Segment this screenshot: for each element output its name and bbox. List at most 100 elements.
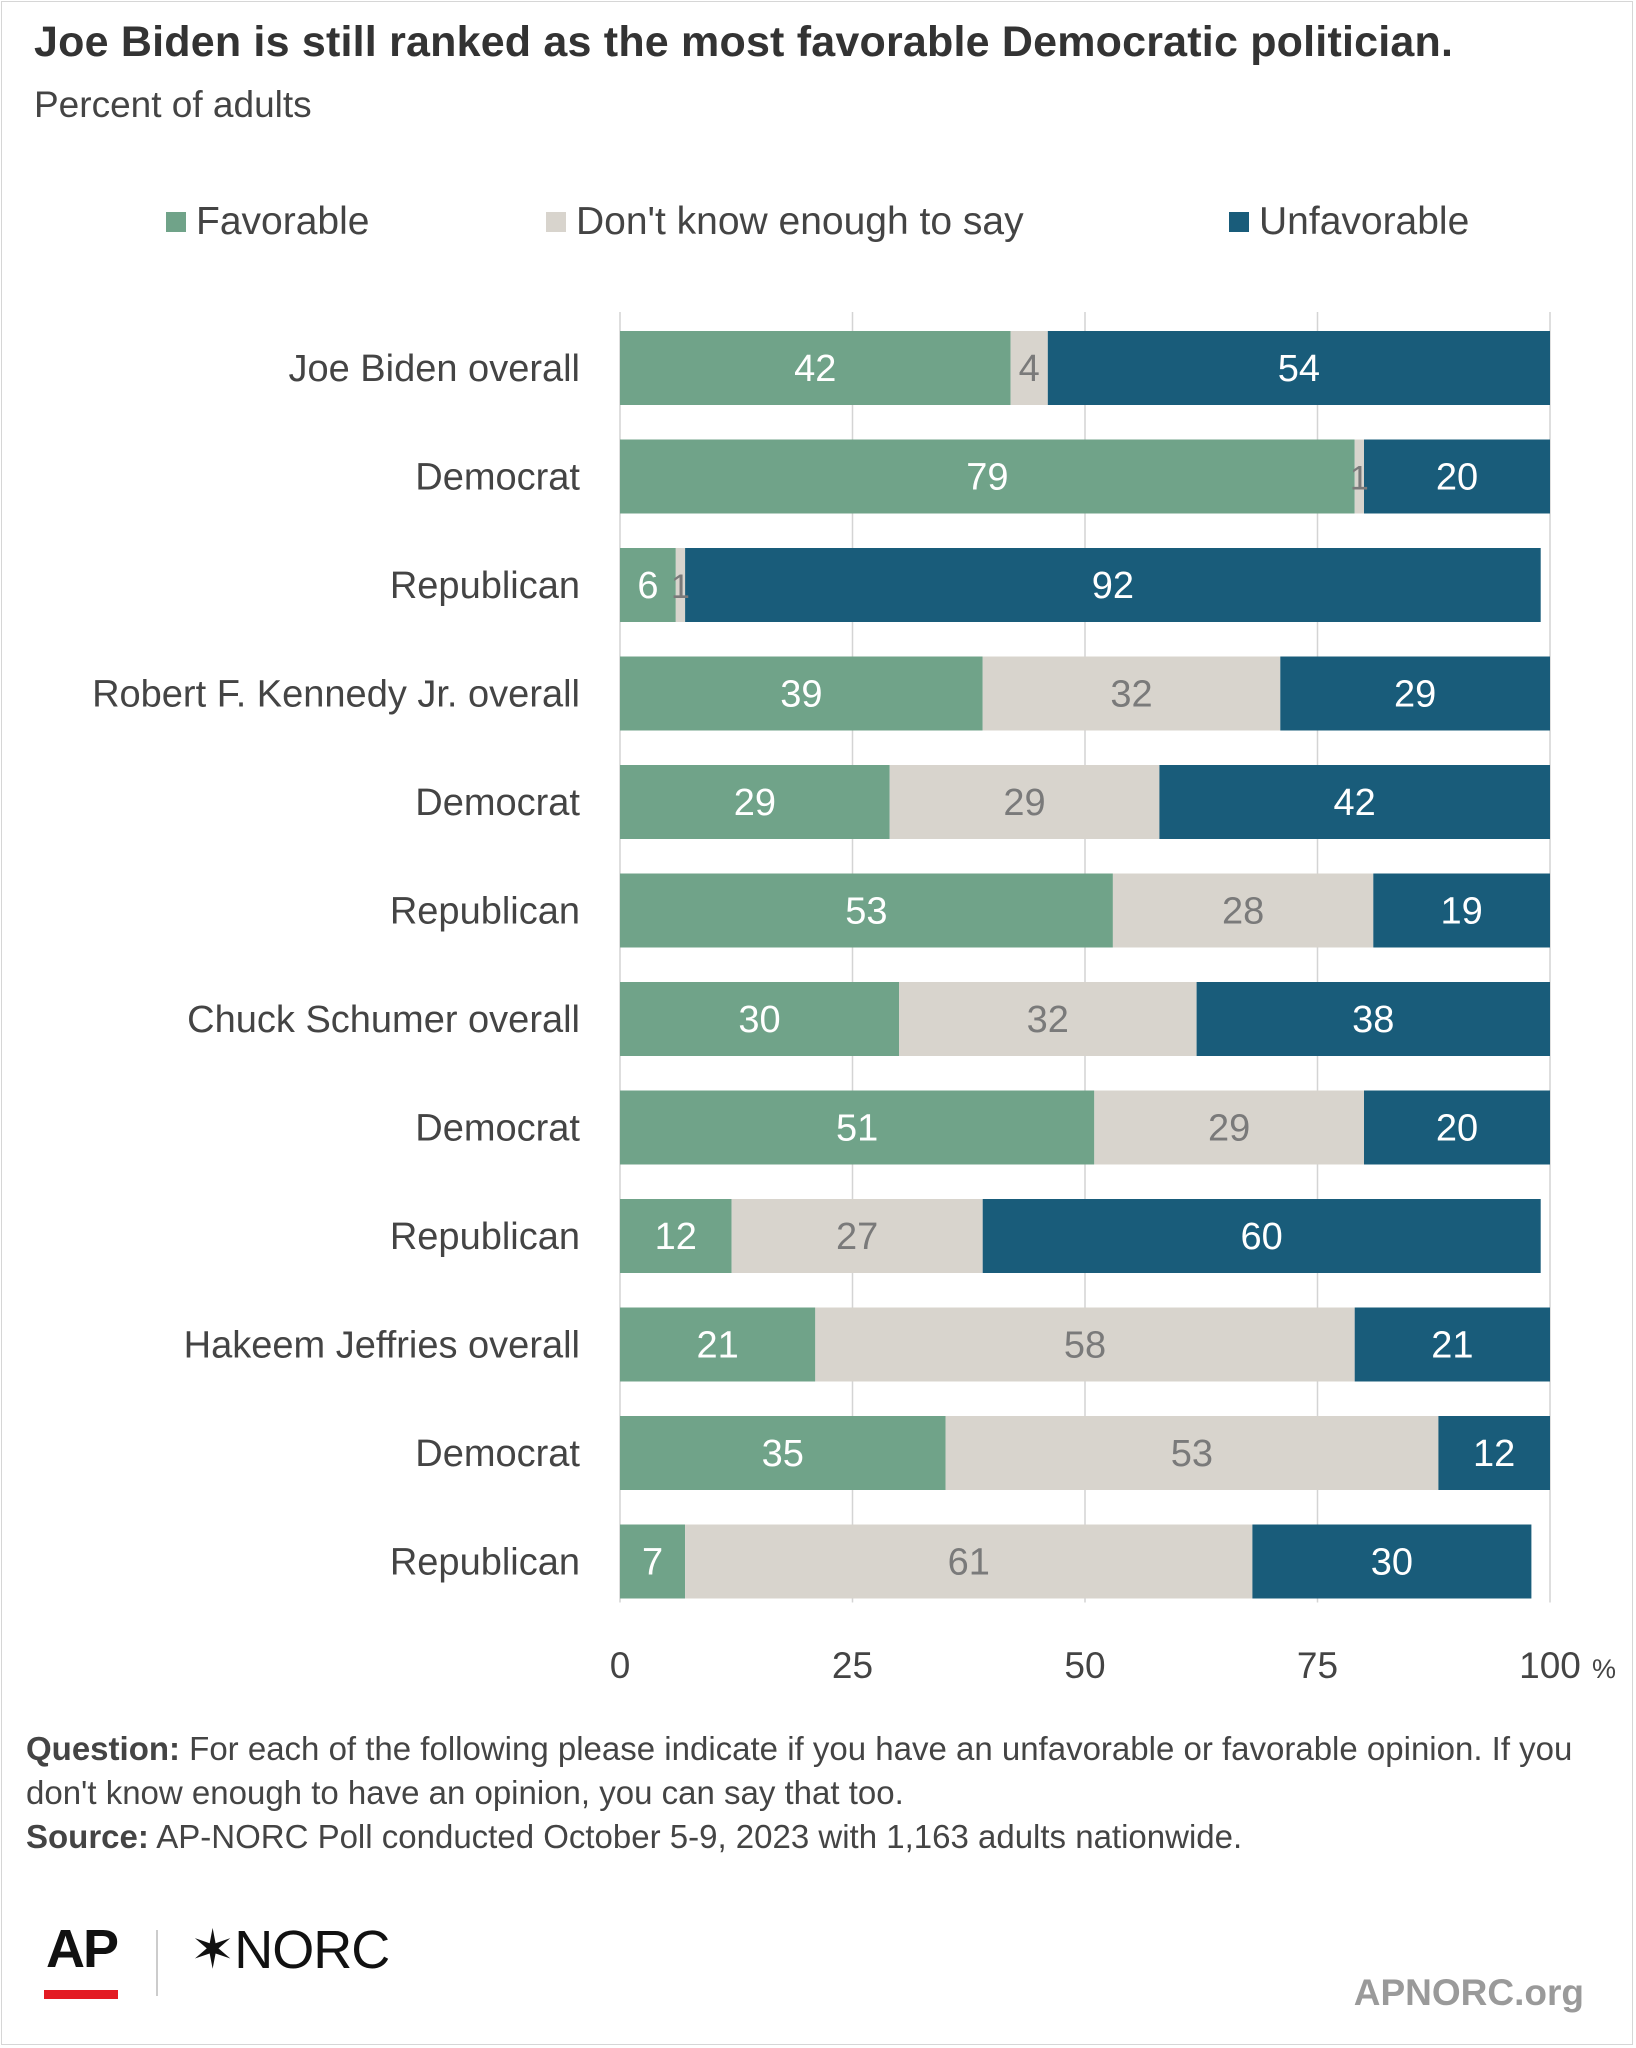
- data-label-unfavorable: 92: [1092, 565, 1134, 607]
- bar-favorable: [620, 982, 899, 1056]
- data-label-unfavorable: 19: [1441, 891, 1483, 933]
- site-url: APNORC.org: [1353, 1972, 1584, 2013]
- data-label-unfavorable: 29: [1394, 674, 1436, 716]
- data-label-unfavorable: 38: [1352, 999, 1394, 1041]
- category-label: Joe Biden overall: [288, 348, 580, 390]
- data-label-dont-know: 27: [836, 1216, 878, 1258]
- category-label: Democrat: [415, 1433, 580, 1475]
- data-label-favorable: 12: [655, 1216, 697, 1258]
- logo-divider: [156, 1930, 158, 1996]
- bar-unfavorable: [1373, 873, 1550, 948]
- category-label: Democrat: [415, 457, 580, 499]
- data-label-dont-know: 1: [1350, 460, 1369, 498]
- category-label: Republican: [390, 1216, 580, 1258]
- bar-unfavorable: [1159, 765, 1550, 839]
- category-label: Hakeem Jeffries overall: [184, 1325, 580, 1367]
- data-label-dont-know: 53: [1171, 1433, 1213, 1475]
- legend-label-dont-know: Don't know enough to say: [576, 200, 1024, 243]
- bar-dont-know: [685, 1524, 1253, 1599]
- chart-title: Joe Biden is still ranked as the most fa…: [34, 18, 1454, 66]
- x-tick-label: 25: [832, 1645, 873, 1686]
- question-label: Question:: [26, 1730, 180, 1767]
- data-label-dont-know: 32: [1027, 999, 1069, 1041]
- x-tick-label: 50: [1064, 1645, 1105, 1686]
- bar-unfavorable: [1252, 1524, 1532, 1599]
- chart-notes: Question: For each of the following plea…: [26, 1727, 1586, 1859]
- data-label-dont-know: 29: [1003, 782, 1045, 824]
- data-label-favorable: 53: [845, 891, 887, 933]
- data-label-unfavorable: 60: [1241, 1216, 1283, 1258]
- bar-favorable: [620, 1090, 1095, 1165]
- data-label-favorable: 6: [637, 565, 658, 607]
- bar-unfavorable: [1280, 656, 1550, 731]
- category-label: Democrat: [415, 1108, 580, 1150]
- bar-favorable: [620, 548, 676, 622]
- legend-label-unfavorable: Unfavorable: [1259, 200, 1470, 243]
- data-label-dont-know: 28: [1222, 891, 1264, 933]
- category-label: Robert F. Kennedy Jr. overall: [92, 674, 580, 716]
- legend-item-unfavorable: Unfavorable: [1229, 200, 1469, 244]
- bar-favorable: [620, 331, 1011, 405]
- data-label-favorable: 35: [762, 1433, 804, 1475]
- data-label-unfavorable: 21: [1431, 1325, 1473, 1367]
- bar-favorable: [620, 873, 1113, 948]
- bar-dont-know: [982, 656, 1281, 731]
- data-label-favorable: 21: [697, 1325, 739, 1367]
- bar-favorable: [620, 1416, 946, 1490]
- data-label-unfavorable: 20: [1436, 1108, 1478, 1150]
- legend-item-favorable: Favorable: [166, 200, 369, 244]
- bar-unfavorable: [1196, 982, 1550, 1056]
- category-label: Republican: [390, 565, 580, 607]
- bar-dont-know: [945, 1416, 1439, 1490]
- bar-favorable: [620, 1199, 732, 1273]
- data-label-unfavorable: 20: [1436, 457, 1478, 499]
- data-label-unfavorable: 54: [1278, 348, 1320, 390]
- data-label-dont-know: 32: [1110, 674, 1152, 716]
- category-label: Democrat: [415, 782, 580, 824]
- x-tick-label: 0: [610, 1645, 631, 1686]
- bar-dont-know: [675, 548, 686, 622]
- stacked-bar-chart: 0 25 50 75 100 % Joe Biden overall 42 4 54 Democra…: [92, 312, 1616, 1686]
- bar-favorable: [620, 765, 890, 839]
- bar-dont-know: [899, 982, 1197, 1056]
- x-tick-label: 100: [1519, 1645, 1581, 1686]
- bar-dont-know: [1354, 439, 1364, 514]
- data-label-favorable: 29: [734, 782, 776, 824]
- ap-logo-underline: [44, 1990, 118, 1999]
- bar-unfavorable: [1438, 1416, 1550, 1490]
- data-label-favorable: 7: [642, 1542, 663, 1584]
- bar-favorable: [620, 656, 983, 731]
- norc-logo: ✶NORC: [190, 1920, 390, 1980]
- bar-dont-know: [889, 765, 1160, 839]
- bar-unfavorable: [982, 1199, 1541, 1273]
- data-label-dont-know: 1: [671, 568, 690, 606]
- legend-swatch-unfavorable: [1229, 212, 1249, 232]
- bar-unfavorable: [1354, 1307, 1550, 1382]
- data-label-favorable: 79: [966, 457, 1008, 499]
- bar-favorable: [620, 1307, 816, 1382]
- legend-item-dont-know: Don't know enough to say: [546, 200, 1024, 244]
- category-label: Republican: [390, 891, 580, 933]
- data-label-favorable: 39: [780, 674, 822, 716]
- data-label-unfavorable: 30: [1371, 1542, 1413, 1584]
- data-label-favorable: 42: [794, 348, 836, 390]
- bar-unfavorable: [1364, 1090, 1550, 1165]
- source-label: Source:: [26, 1818, 149, 1855]
- category-label: Republican: [390, 1542, 580, 1584]
- question-note: Question: For each of the following plea…: [26, 1727, 1586, 1815]
- legend-swatch-dont-know: [546, 212, 566, 232]
- data-label-unfavorable: 12: [1473, 1433, 1515, 1475]
- ap-logo: AP: [46, 1919, 119, 1979]
- x-axis-unit: %: [1592, 1654, 1616, 1684]
- legend-swatch-favorable: [166, 212, 186, 232]
- bar-dont-know: [1094, 1090, 1364, 1165]
- data-label-favorable: 51: [836, 1108, 878, 1150]
- bar-unfavorable: [1047, 331, 1550, 405]
- data-label-favorable: 30: [738, 999, 780, 1041]
- data-label-unfavorable: 42: [1334, 782, 1376, 824]
- data-label-dont-know: 29: [1208, 1108, 1250, 1150]
- data-label-dont-know: 58: [1064, 1325, 1106, 1367]
- chart-subtitle: Percent of adults: [34, 84, 312, 125]
- bar-favorable: [620, 439, 1355, 514]
